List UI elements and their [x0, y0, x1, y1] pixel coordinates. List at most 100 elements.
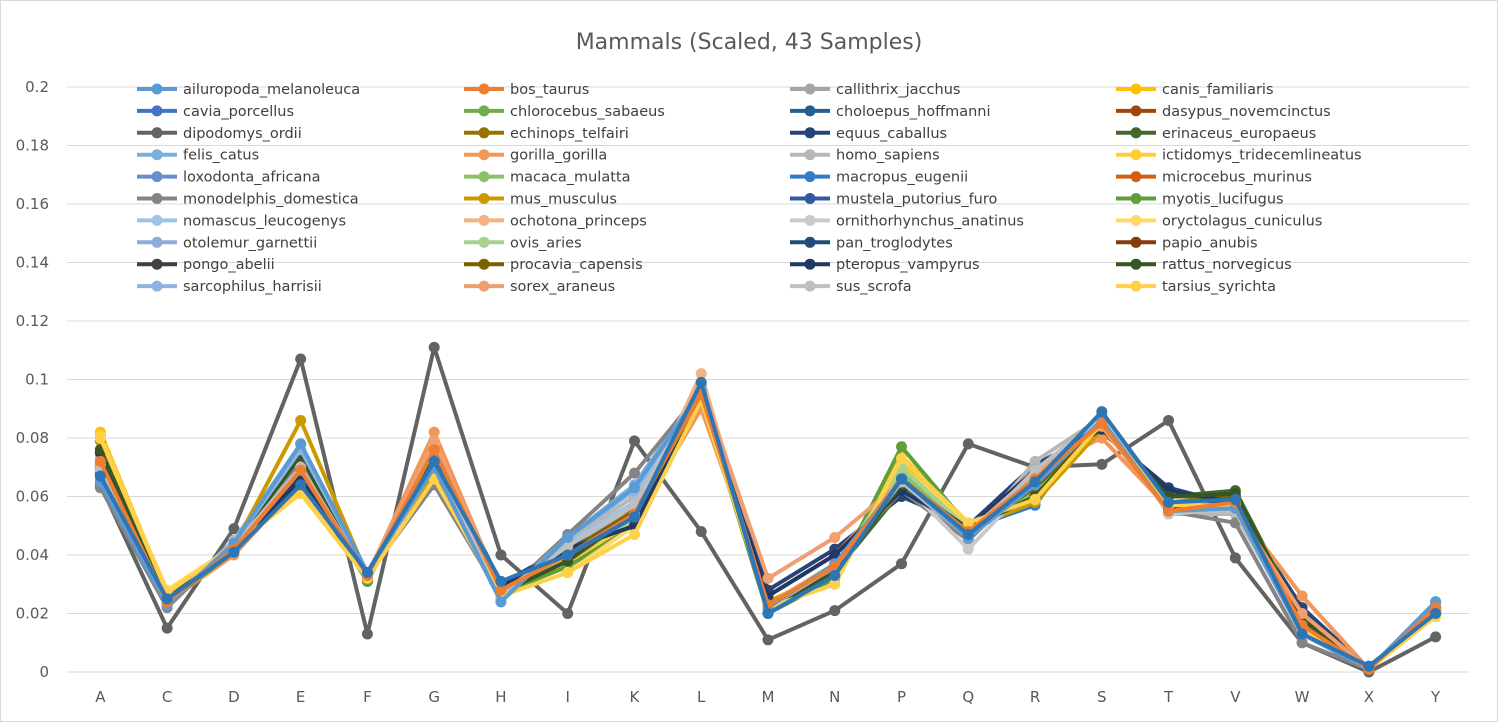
gridlines [67, 86, 1469, 673]
legend-entry: choloepus_hoffmanni [790, 104, 991, 120]
legend-marker [478, 258, 490, 270]
legend-entry: myotis_lucifugus [1116, 192, 1284, 208]
legend-marker [478, 280, 490, 292]
x-tick-label: D [228, 688, 240, 706]
data-point [161, 593, 173, 605]
data-point [962, 517, 974, 529]
legend-entry: mus_musculus [464, 192, 617, 208]
data-point [1163, 505, 1175, 517]
legend-entry: pteropus_vampyrus [790, 257, 980, 273]
y-tick-label: 0.04 [16, 546, 49, 564]
legend-label: felis_catus [183, 148, 259, 164]
legend-label: papio_anubis [1162, 235, 1258, 251]
data-point [295, 479, 307, 491]
data-point [228, 546, 240, 558]
legend-marker [151, 214, 163, 226]
legend-entry: procavia_capensis [464, 257, 643, 273]
data-point [896, 558, 908, 570]
series-line [98, 386, 1437, 672]
legend-entry: sus_scrofa [790, 279, 912, 295]
legend-label: otolemur_garnettii [183, 235, 317, 251]
legend-label: macaca_mulatta [510, 170, 630, 186]
data-point [94, 455, 106, 467]
legend-entry: mustela_putorius_furo [790, 192, 998, 208]
series-line [98, 389, 1437, 672]
legend-marker [804, 280, 816, 292]
series-line [98, 389, 1437, 672]
legend-entry: dipodomys_ordii [137, 126, 302, 142]
legend-marker [478, 127, 490, 139]
series-line [98, 392, 1437, 672]
y-tick-label: 0.02 [16, 605, 49, 623]
y-tick-label: 0.16 [16, 195, 49, 213]
x-tick-label: K [630, 688, 641, 706]
data-point [628, 482, 640, 494]
data-point [228, 523, 240, 535]
data-point [1296, 590, 1308, 602]
data-point [428, 455, 440, 467]
legend-label: canis_familiaris [1162, 82, 1274, 98]
legend-marker [804, 83, 816, 95]
legend-entry: microcebus_murinus [1116, 170, 1312, 186]
legend-label: pan_troglodytes [836, 235, 953, 251]
data-point [161, 622, 173, 634]
series-line [98, 386, 1437, 672]
legend-marker [1130, 214, 1142, 226]
legend-marker [478, 83, 490, 95]
series-line [98, 389, 1437, 672]
series-line [98, 392, 1437, 672]
data-point [295, 414, 307, 426]
legend-label: pteropus_vampyrus [836, 257, 980, 273]
legend-marker [151, 236, 163, 248]
data-point [1029, 476, 1041, 488]
legend-label: callithrix_jacchus [836, 82, 960, 98]
x-tick-label: R [1030, 688, 1040, 706]
legend-marker [1130, 171, 1142, 183]
legend-entry: rattus_norvegicus [1116, 257, 1292, 273]
legend-marker [804, 258, 816, 270]
data-point [94, 432, 106, 444]
legend-marker [804, 214, 816, 226]
series-line [98, 392, 1437, 672]
series-line [98, 389, 1437, 672]
legend-marker [804, 149, 816, 161]
data-point [94, 470, 106, 482]
legend-label: mus_musculus [510, 192, 617, 208]
series-choloepus_hoffmanni [94, 376, 1442, 672]
legend-marker [1130, 127, 1142, 139]
data-point [295, 438, 307, 450]
legend-marker [1130, 258, 1142, 270]
legend-label: tarsius_syrichta [1162, 279, 1276, 295]
series-line [98, 386, 1438, 672]
data-point [562, 608, 574, 619]
legend-marker [804, 127, 816, 139]
legend-label: macropus_eugenii [836, 170, 968, 186]
x-tick-label: S [1097, 688, 1107, 706]
y-tick-label: 0 [39, 663, 49, 681]
data-point [896, 441, 908, 453]
legend-label: ailuropoda_melanoleuca [183, 82, 360, 98]
legend-entry: erinaceus_europaeus [1116, 126, 1316, 142]
legend-label: myotis_lucifugus [1162, 192, 1284, 208]
series-line [98, 392, 1437, 672]
legend-marker [151, 149, 163, 161]
data-point [1029, 464, 1041, 476]
legend-marker [1130, 193, 1142, 204]
y-tick-label: 0.06 [16, 488, 49, 506]
legend-marker [1130, 149, 1142, 161]
legend-entry: ovis_aries [464, 235, 582, 251]
legend-entry: cavia_porcellus [137, 104, 294, 120]
data-point [361, 567, 373, 579]
series-line [98, 392, 1437, 672]
legend-label: choloepus_hoffmanni [836, 104, 991, 120]
legend-label: ornithorhynchus_anatinus [836, 213, 1024, 229]
legend-entry: loxodonta_africana [137, 170, 320, 186]
legend-label: sorex_araneus [510, 279, 615, 295]
legend-entry: ochotona_princeps [464, 213, 647, 229]
legend-entry: pongo_abelii [137, 257, 275, 273]
x-tick-label: M [762, 688, 775, 706]
legend-entry: dasypus_novemcinctus [1116, 104, 1331, 120]
data-point [1430, 631, 1442, 643]
